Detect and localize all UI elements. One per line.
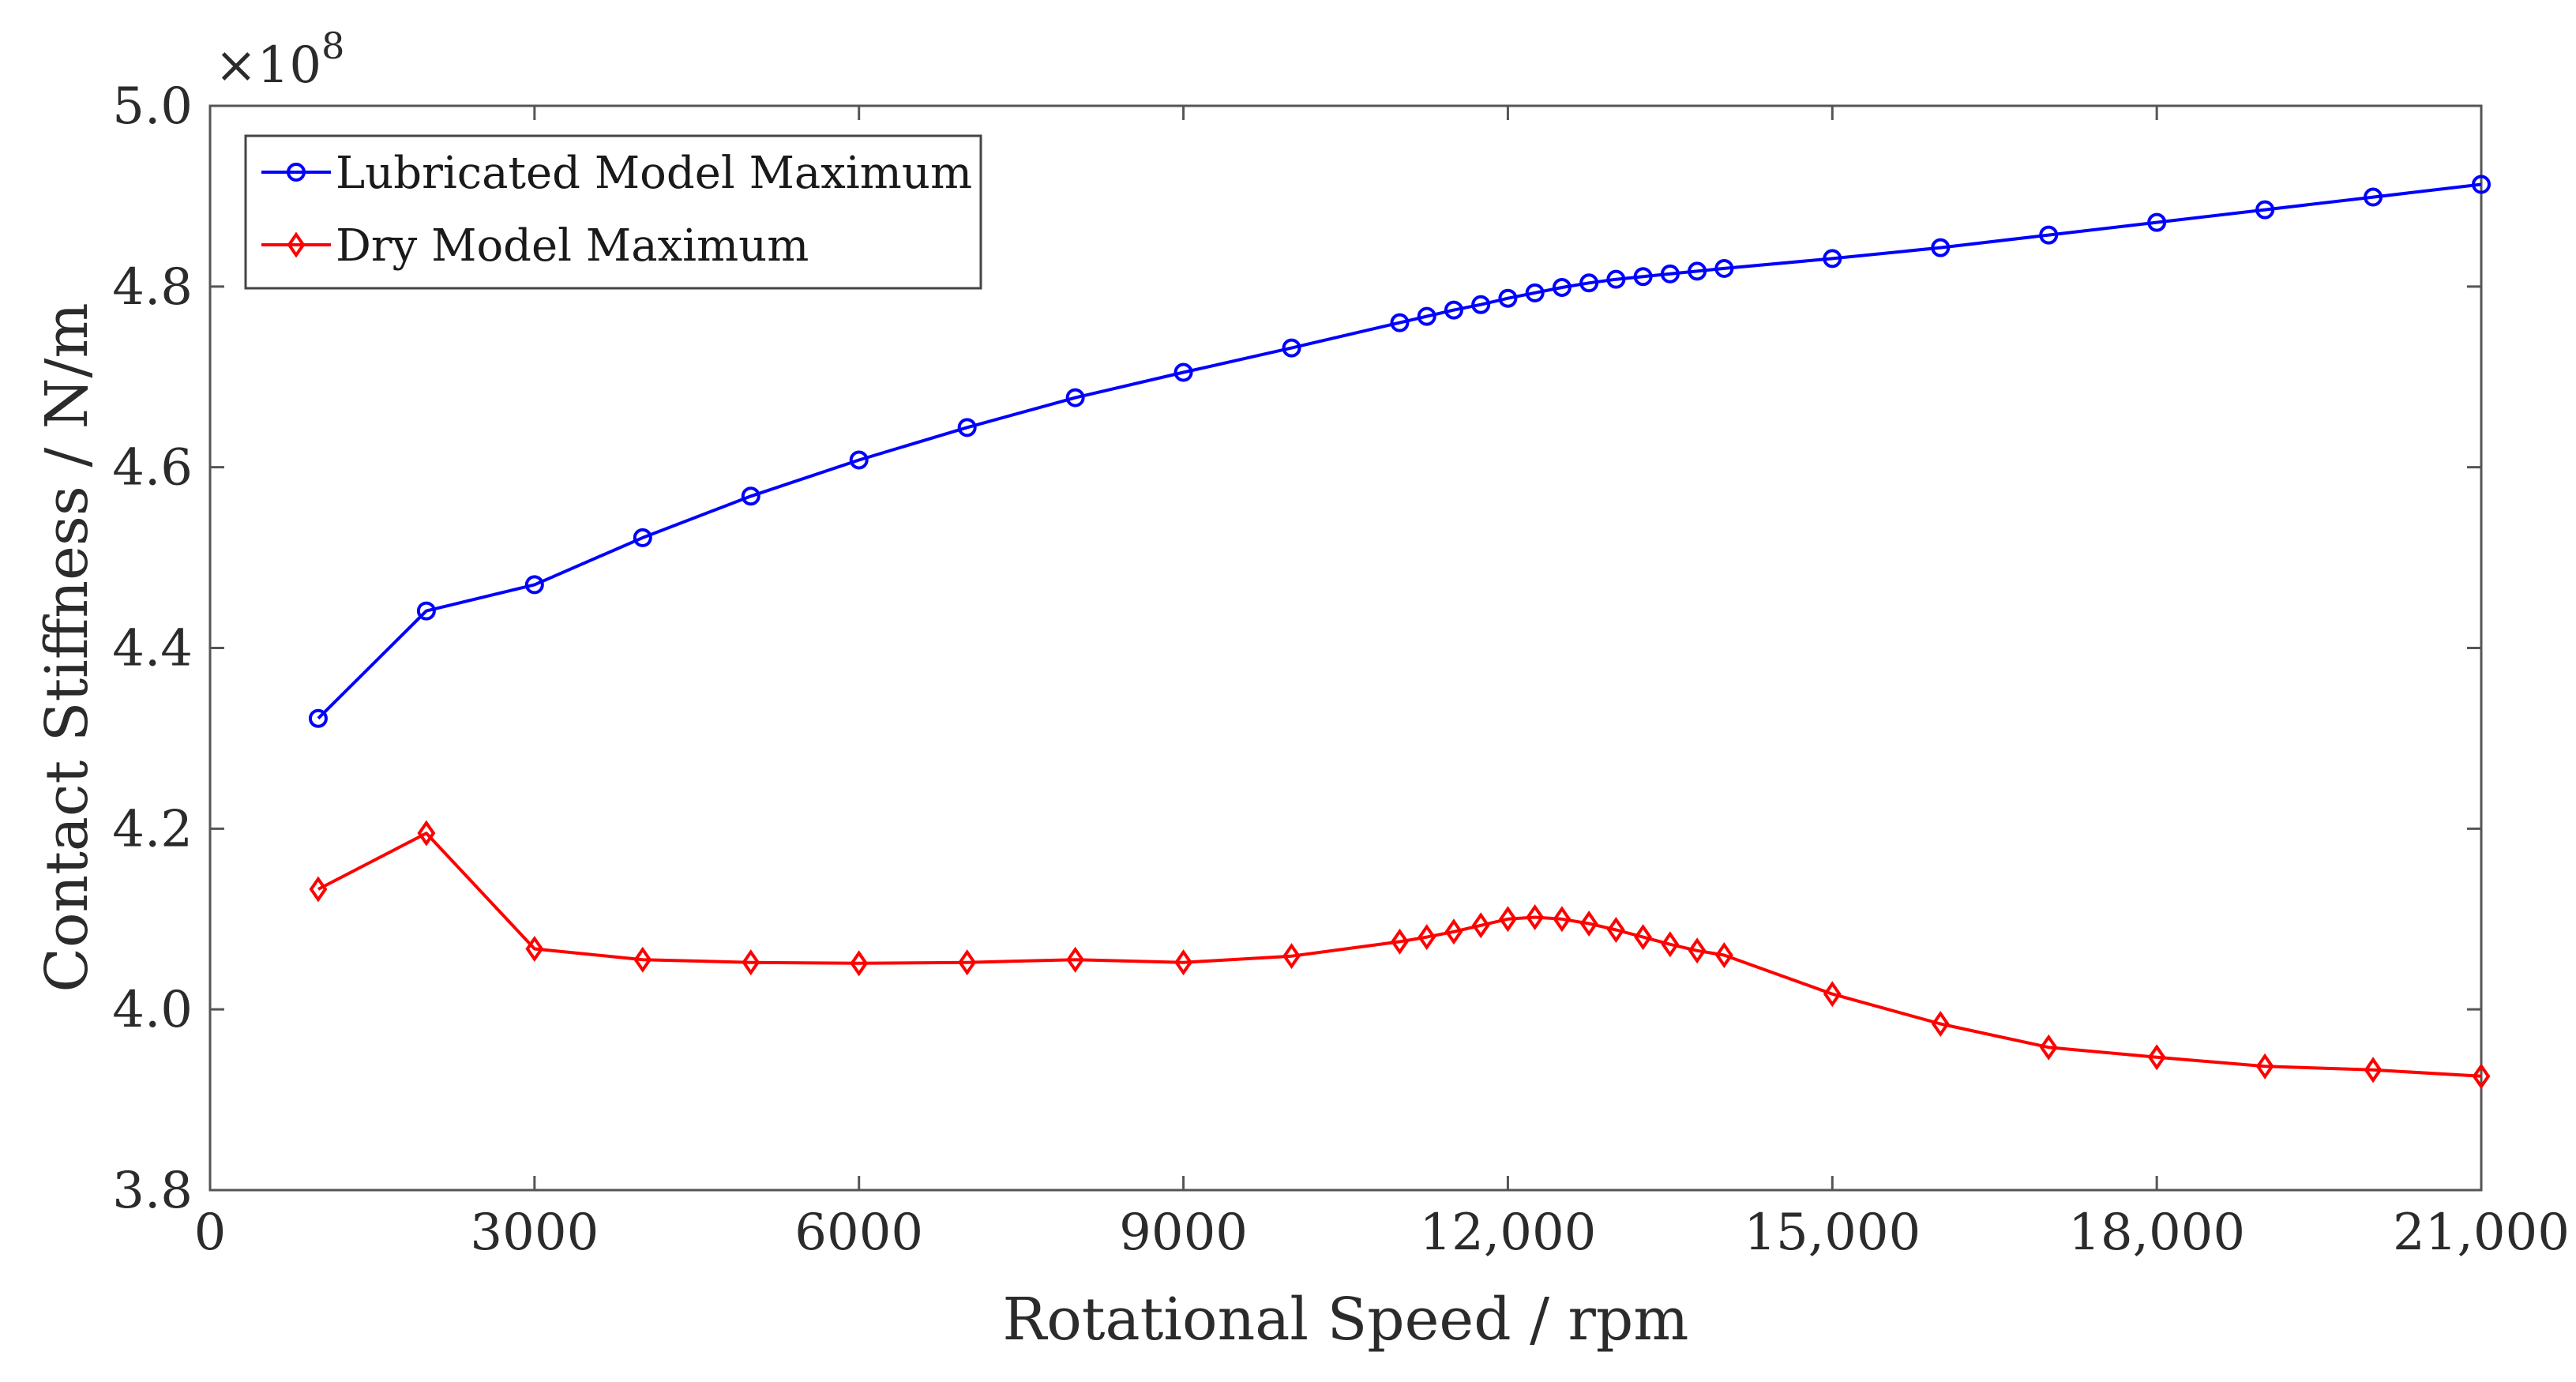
data-point [1688,937,1707,964]
data-point [2472,175,2491,194]
x-tick-label: 12,000 [1419,1204,1596,1262]
data-point [958,949,977,976]
data-point [1471,295,1491,314]
data-point [1282,943,1301,970]
data-point [1498,288,1518,308]
y-tick-label: 4.4 [112,620,193,678]
data-point [1823,981,1842,1008]
ticks: 0 3000 6000 9000 12,000 15,000 18,000 21,000 3.8… [112,77,2570,1262]
series-group [308,175,2491,1090]
x-axis-label: Rotational Speed / rpm [1003,1286,1689,1354]
legend-circle-marker [287,163,306,182]
data-point [1498,906,1517,933]
data-point [2364,187,2383,207]
data-point [1444,918,1463,945]
x-tick-label: 21,000 [2393,1204,2570,1262]
data-point [1579,910,1598,937]
y-tick-label: 3.8 [112,1162,193,1220]
x-tick-label: 6000 [794,1204,923,1262]
legend: Lubricated Model Maximum Dry Model Maxim… [244,134,982,290]
legend-box [244,134,982,290]
data-point [525,935,544,963]
y-tick-label: 4.6 [112,439,193,498]
data-point [1471,912,1490,939]
y-tick-label: 4.0 [112,981,193,1039]
data-point [1931,1010,1950,1037]
data-point [1660,264,1680,284]
data-point [524,575,544,595]
data-point [1282,338,1301,358]
legend-diamond-marker [287,231,306,258]
data-point [2364,1057,2383,1083]
x-tick-label: 0 [194,1204,227,1262]
data-point [1552,277,1572,297]
data-point [633,946,652,973]
data-point [1526,903,1545,930]
data-point [1174,949,1193,976]
data-point [1444,300,1463,320]
data-point [1173,362,1193,382]
data-point [1391,928,1409,955]
data-point [416,601,436,621]
data-point [2255,1053,2274,1080]
data-point [741,486,760,506]
data-point [309,876,328,903]
data-point [2147,1044,2166,1071]
data-point [2255,200,2275,220]
data-point [2147,212,2167,232]
data-point [308,708,328,728]
data-point [1066,946,1085,973]
data-point [742,949,760,976]
data-point [1634,924,1653,951]
data-point [957,418,977,438]
legend-entry-dry: Dry Model Maximum [261,220,809,272]
data-point [1714,258,1734,278]
data-point [2039,1034,2058,1061]
x-tick-label: 9000 [1119,1204,1248,1262]
data-point [1417,306,1436,326]
y-axis-label: Contact Stiffness / N/m [33,302,101,992]
series-line [317,832,2482,1078]
y-tick-label: 4.2 [112,800,193,858]
data-point [1553,906,1572,933]
data-point [1418,924,1436,951]
series-dry [309,820,2491,1090]
data-point [1606,916,1625,943]
data-point [1714,942,1733,969]
series-line [317,182,2482,720]
data-point [1606,269,1626,289]
x-tick-label: 18,000 [2068,1204,2245,1262]
y-tick-label: 4.8 [112,258,193,317]
data-point [2472,1063,2491,1090]
legend-entry-lubricated: Lubricated Model Maximum [261,148,972,199]
legend-label-lubricated: Lubricated Model Maximum [336,148,972,199]
data-point [1633,267,1653,287]
data-point [2039,225,2059,245]
data-point [1390,313,1410,332]
legend-label-dry: Dry Model Maximum [336,220,809,272]
data-point [1688,261,1707,281]
data-point [417,820,436,847]
x-tick-label: 15,000 [1744,1204,1921,1262]
data-point [1931,238,1951,257]
data-point [633,528,652,547]
data-point [1525,283,1545,302]
data-point [1065,388,1085,407]
y-axis-multiplier: ×108 [215,24,344,95]
data-point [1823,249,1842,269]
series-lubricated [308,175,2491,728]
x-tick-label: 3000 [470,1204,599,1262]
y-tick-label: 5.0 [112,77,193,136]
data-point [1661,931,1680,958]
data-point [849,450,869,470]
data-point [1579,273,1599,293]
data-point [850,950,869,977]
